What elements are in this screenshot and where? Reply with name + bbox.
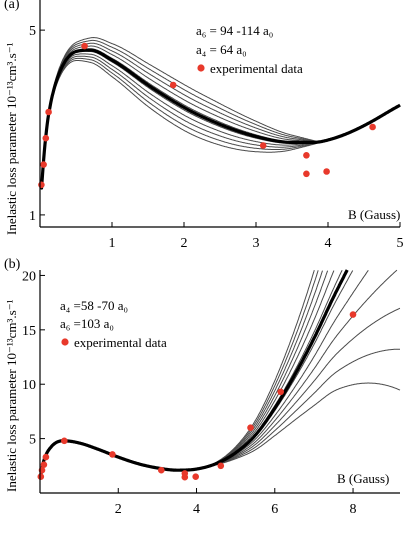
panel-a-legend-marker (197, 64, 205, 72)
panel-b-y-axis-label: Inelastic loss parameter 10⁻¹³cm³.s⁻¹ (4, 299, 19, 492)
panel-b-data-point (349, 311, 357, 318)
panel-a-data-point (259, 142, 267, 149)
panel-b-data-point (277, 388, 285, 396)
panel-b-data-point (42, 453, 50, 461)
panel-b-legend-line-1: a₄ =58 -70 a₀ (60, 298, 128, 313)
panel-a-y-tick-label: 5 (29, 24, 36, 39)
panel-b-data-point (40, 461, 48, 469)
panel-a-y-tick-label: 1 (29, 209, 36, 224)
panel-a-data-point (303, 152, 310, 159)
panel-a-data-points (38, 42, 376, 189)
panel-b-y-tick-label: 5 (29, 433, 36, 448)
panel-b-legend-marker (61, 338, 69, 346)
panel-a-data-point (81, 42, 88, 50)
panel-b-y-tick-label: 15 (22, 324, 36, 339)
panel-a-data-point (169, 81, 177, 89)
panel-a-data-point (40, 161, 47, 168)
panel-b-y-tick-label: 10 (22, 378, 36, 393)
panel-a-data-point (369, 123, 376, 131)
panel-b-x-tick-label: 4 (193, 502, 200, 517)
panel-a-x-axis-label: B (Gauss) (348, 207, 400, 222)
panel-b-data-point (247, 424, 254, 432)
panel-a-y-ticks: 15 (29, 24, 45, 224)
panel-b-data-point (217, 462, 225, 470)
panel-b-data-points (37, 311, 357, 481)
panel-b-data-point (37, 473, 45, 481)
panel-b-data-point (109, 451, 116, 458)
panel-a-data-point (303, 170, 310, 178)
panel-a-x-tick-label: 5 (397, 236, 404, 251)
panel-b-label: (b) (4, 257, 21, 272)
panel-b-legend-line-2: a₆ =103 a₀ (60, 316, 114, 331)
panel-a-x-tick-label: 4 (325, 236, 332, 251)
panel-b-x-tick-label: 8 (350, 502, 357, 517)
panel-b-chart: 2 4 6 8 5 10 15 20 (b) B (Gauss) Inelastic los… (4, 257, 401, 517)
panel-b-y-ticks: 5 10 15 20 (22, 269, 45, 448)
panel-b-y-tick-label: 20 (22, 269, 36, 284)
panel-b-x-tick-label: 2 (115, 502, 122, 517)
panel-b-x-ticks: 2 4 6 8 (115, 488, 357, 517)
panel-a-x-tick-label: 1 (109, 236, 116, 251)
panel-a-x-tick-label: 2 (181, 236, 188, 251)
panel-a-data-point (45, 108, 52, 116)
panel-a-y-axis-label: Inelastic loss parameter 10⁻¹³cm³.s⁻¹ (4, 42, 19, 235)
panel-b-data-point (192, 473, 199, 481)
panel-a-bold-model-curve (39, 48, 401, 190)
panel-b-data-point (181, 470, 189, 477)
panel-b-data-point (158, 466, 165, 474)
panel-a-data-point (42, 134, 50, 142)
panel-a-data-point (38, 181, 45, 189)
panel-b-legend-entry: experimental data (74, 335, 167, 350)
panel-a-legend-line-2: a₄ = 64 a₀ (196, 42, 247, 57)
panel-a-x-tick-label: 3 (253, 236, 260, 251)
panel-a-legend-line-1: a₆ = 94 -114 a₀ (196, 23, 273, 38)
panel-b-bold-model-curve (39, 269, 349, 475)
panel-b-x-tick-label: 6 (271, 502, 278, 517)
panel-a-data-point (323, 168, 330, 175)
panel-a-label: (a) (4, 0, 20, 12)
panel-b-x-axis-label: B (Gauss) (337, 471, 389, 486)
panel-b-data-point (61, 437, 68, 445)
panel-a-x-ticks: 1 2 3 4 5 (109, 222, 404, 251)
panel-a-legend-entry: experimental data (210, 61, 303, 76)
panel-b-model-curve (40, 348, 400, 475)
